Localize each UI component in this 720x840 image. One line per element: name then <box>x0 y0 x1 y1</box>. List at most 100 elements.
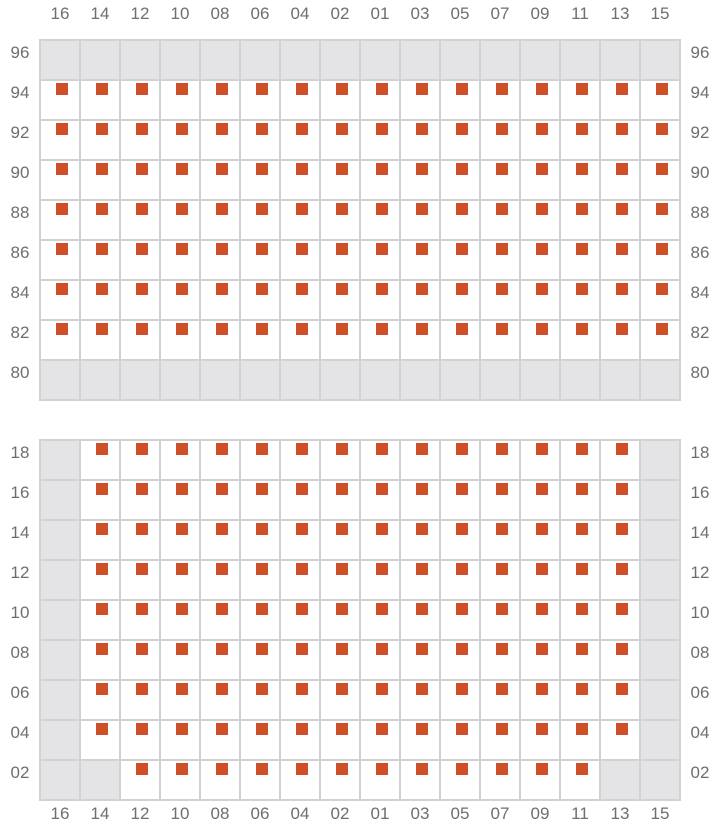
seat-marker[interactable] <box>256 83 268 95</box>
seat-cell-02-04[interactable] <box>280 760 320 800</box>
seat-marker[interactable] <box>376 523 388 535</box>
seat-marker[interactable] <box>136 83 148 95</box>
seat-cell-84-10[interactable] <box>160 280 200 320</box>
seat-marker[interactable] <box>376 563 388 575</box>
seat-cell-84-13[interactable] <box>600 280 640 320</box>
seat-marker[interactable] <box>136 483 148 495</box>
seat-cell-16-04[interactable] <box>280 480 320 520</box>
seat-marker[interactable] <box>616 723 628 735</box>
seat-cell-90-07[interactable] <box>480 160 520 200</box>
seat-cell-92-12[interactable] <box>120 120 160 160</box>
seat-marker[interactable] <box>176 323 188 335</box>
seat-marker[interactable] <box>456 443 468 455</box>
seat-marker[interactable] <box>656 83 668 95</box>
seat-marker[interactable] <box>56 203 68 215</box>
seat-cell-90-10[interactable] <box>160 160 200 200</box>
seat-marker[interactable] <box>536 283 548 295</box>
seat-marker[interactable] <box>176 163 188 175</box>
seat-cell-82-06[interactable] <box>240 320 280 360</box>
seat-marker[interactable] <box>136 563 148 575</box>
seat-cell-94-09[interactable] <box>520 80 560 120</box>
seat-marker[interactable] <box>376 683 388 695</box>
seat-cell-84-16[interactable] <box>40 280 80 320</box>
seat-marker[interactable] <box>496 203 508 215</box>
seat-marker[interactable] <box>176 203 188 215</box>
seat-cell-06-03[interactable] <box>400 680 440 720</box>
seat-cell-18-05[interactable] <box>440 440 480 480</box>
seat-marker[interactable] <box>216 603 228 615</box>
seat-marker[interactable] <box>176 603 188 615</box>
seat-marker[interactable] <box>416 683 428 695</box>
seat-cell-88-03[interactable] <box>400 200 440 240</box>
seat-cell-86-09[interactable] <box>520 240 560 280</box>
seat-marker[interactable] <box>96 523 108 535</box>
seat-marker[interactable] <box>376 163 388 175</box>
seat-cell-92-13[interactable] <box>600 120 640 160</box>
seat-cell-08-12[interactable] <box>120 640 160 680</box>
seat-marker[interactable] <box>96 563 108 575</box>
seat-cell-16-14[interactable] <box>80 480 120 520</box>
seat-cell-02-10[interactable] <box>160 760 200 800</box>
seat-marker[interactable] <box>456 203 468 215</box>
seat-cell-10-10[interactable] <box>160 600 200 640</box>
seat-marker[interactable] <box>296 243 308 255</box>
seat-marker[interactable] <box>416 643 428 655</box>
seat-cell-14-07[interactable] <box>480 520 520 560</box>
seat-cell-88-13[interactable] <box>600 200 640 240</box>
seat-cell-04-08[interactable] <box>200 720 240 760</box>
seat-marker[interactable] <box>456 83 468 95</box>
seat-marker[interactable] <box>616 203 628 215</box>
seat-cell-14-01[interactable] <box>360 520 400 560</box>
seat-marker[interactable] <box>216 523 228 535</box>
seat-marker[interactable] <box>336 683 348 695</box>
seat-marker[interactable] <box>256 763 268 775</box>
seat-marker[interactable] <box>96 443 108 455</box>
seat-cell-92-08[interactable] <box>200 120 240 160</box>
seat-marker[interactable] <box>456 163 468 175</box>
seat-cell-16-06[interactable] <box>240 480 280 520</box>
seat-marker[interactable] <box>336 243 348 255</box>
seat-cell-02-01[interactable] <box>360 760 400 800</box>
seat-marker[interactable] <box>256 643 268 655</box>
seat-marker[interactable] <box>416 283 428 295</box>
seat-marker[interactable] <box>496 563 508 575</box>
seat-marker[interactable] <box>576 283 588 295</box>
seat-cell-12-08[interactable] <box>200 560 240 600</box>
seat-cell-12-04[interactable] <box>280 560 320 600</box>
seat-marker[interactable] <box>176 643 188 655</box>
seat-marker[interactable] <box>456 723 468 735</box>
seat-cell-88-14[interactable] <box>80 200 120 240</box>
seat-cell-14-08[interactable] <box>200 520 240 560</box>
seat-cell-92-16[interactable] <box>40 120 80 160</box>
seat-marker[interactable] <box>416 763 428 775</box>
seat-marker[interactable] <box>336 443 348 455</box>
seat-cell-16-07[interactable] <box>480 480 520 520</box>
seat-cell-16-03[interactable] <box>400 480 440 520</box>
seat-cell-18-07[interactable] <box>480 440 520 480</box>
seat-cell-14-05[interactable] <box>440 520 480 560</box>
seat-cell-92-05[interactable] <box>440 120 480 160</box>
seat-marker[interactable] <box>536 243 548 255</box>
seat-marker[interactable] <box>536 123 548 135</box>
seat-marker[interactable] <box>336 163 348 175</box>
seat-marker[interactable] <box>576 603 588 615</box>
seat-cell-10-04[interactable] <box>280 600 320 640</box>
seat-cell-12-11[interactable] <box>560 560 600 600</box>
seat-cell-82-03[interactable] <box>400 320 440 360</box>
seat-cell-84-03[interactable] <box>400 280 440 320</box>
seat-cell-06-08[interactable] <box>200 680 240 720</box>
seat-marker[interactable] <box>496 683 508 695</box>
seat-cell-06-10[interactable] <box>160 680 200 720</box>
seat-marker[interactable] <box>616 163 628 175</box>
seat-cell-12-10[interactable] <box>160 560 200 600</box>
seat-cell-84-14[interactable] <box>80 280 120 320</box>
seat-cell-18-11[interactable] <box>560 440 600 480</box>
seat-cell-90-16[interactable] <box>40 160 80 200</box>
seat-cell-12-09[interactable] <box>520 560 560 600</box>
seat-cell-08-05[interactable] <box>440 640 480 680</box>
seat-marker[interactable] <box>96 723 108 735</box>
seat-marker[interactable] <box>296 563 308 575</box>
seat-marker[interactable] <box>536 523 548 535</box>
seat-cell-18-14[interactable] <box>80 440 120 480</box>
seat-marker[interactable] <box>456 603 468 615</box>
